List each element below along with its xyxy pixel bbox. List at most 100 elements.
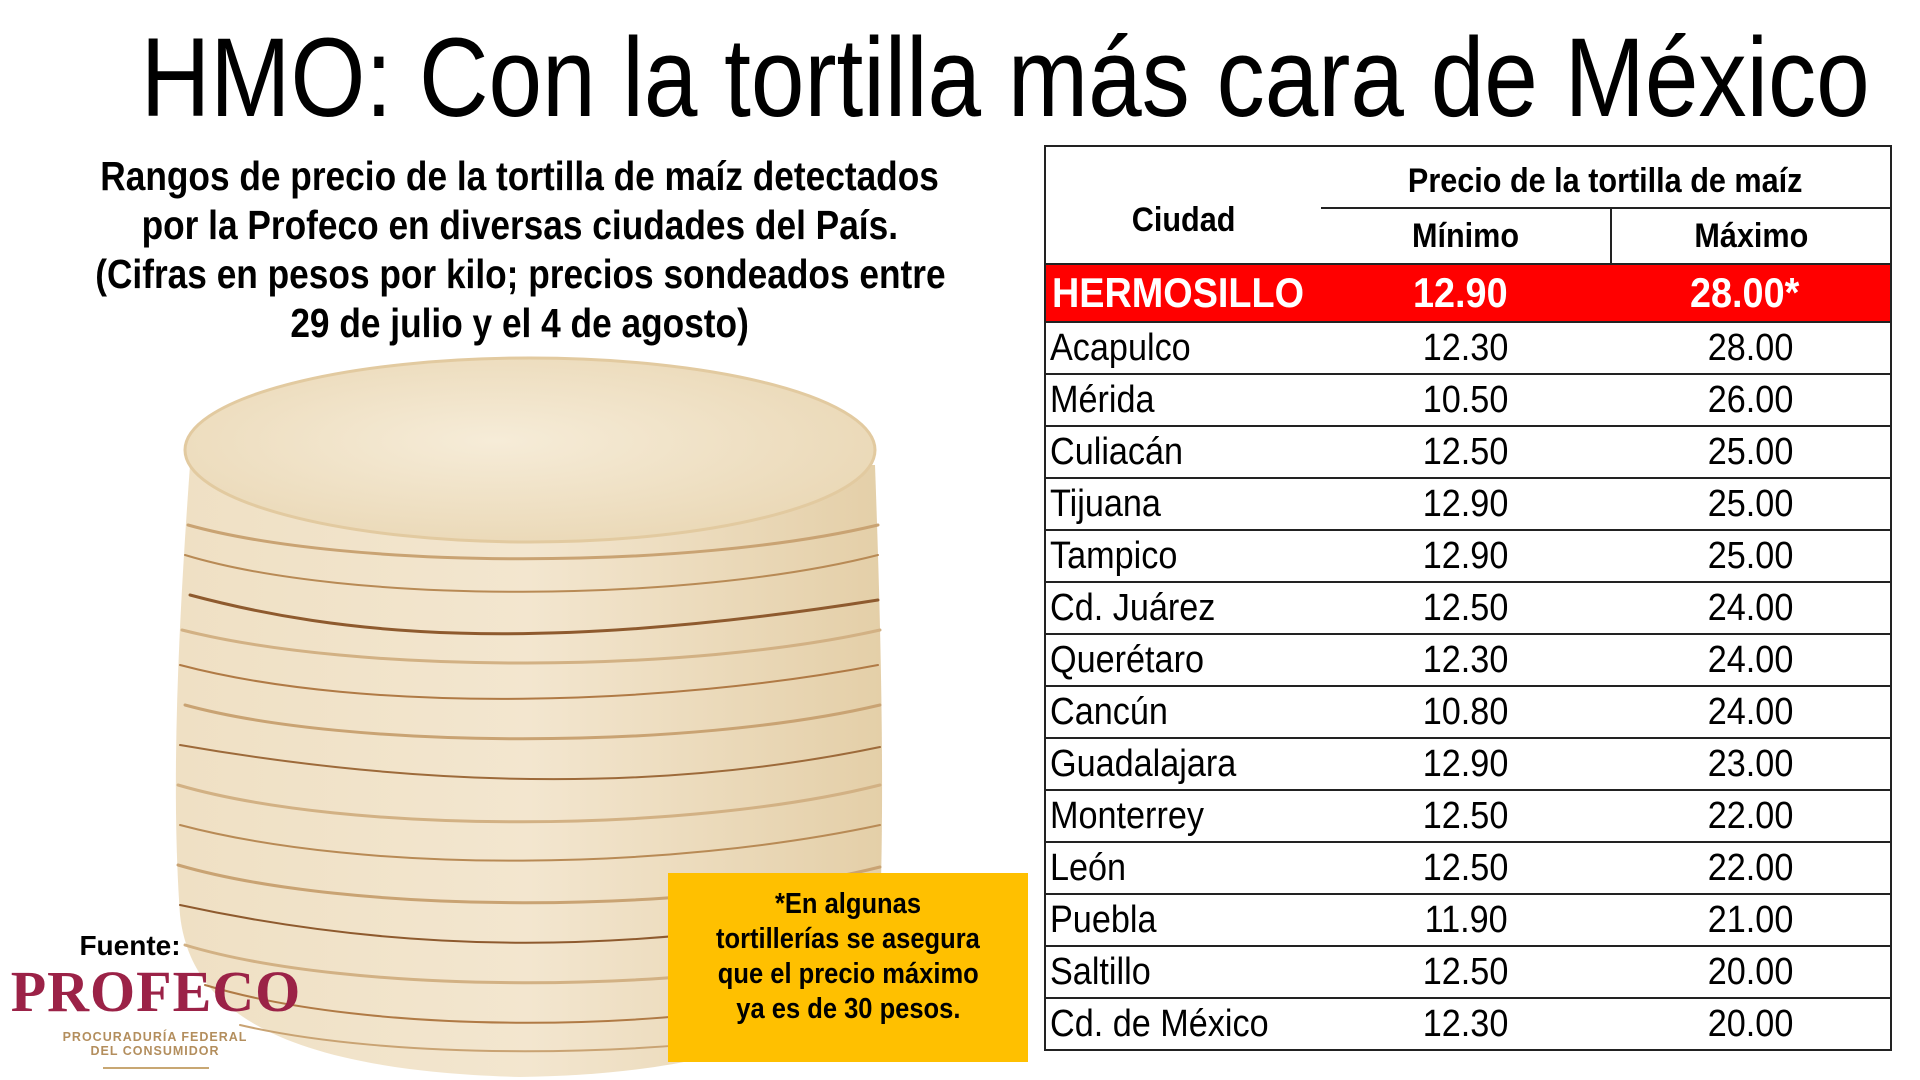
footnote-line: *En algunas [774,888,922,920]
cell-min: 12.90 [1321,477,1611,531]
header-text: Mínimo [1411,216,1520,255]
cell-min: 12.90 [1321,737,1611,791]
cell-city: Cd. de México [1044,997,1321,1051]
footnote-box: *En algunas tortillerías se asegura que … [668,873,1028,1062]
cell-min: 12.30 [1321,633,1611,687]
cell-text: 10.80 [1423,691,1509,733]
cell-text: Monterrey [1050,795,1204,837]
cell-text: 20.00 [1707,951,1794,993]
cell-max: 21.00 [1611,893,1892,947]
cell-city: Saltillo [1044,945,1321,999]
cell-city: León [1044,841,1321,895]
cell-max: 22.00 [1611,789,1892,843]
cell-text: Guadalajara [1050,743,1237,785]
subtitle-line: Rangos de precio de la tortilla de maíz … [100,153,940,199]
cell-max: 25.00 [1611,425,1892,479]
column-header-min: Mínimo [1321,208,1611,265]
table-row: Tijuana 12.90 25.00 [1044,477,1892,531]
cell-text: 20.00 [1707,1003,1794,1045]
subtitle-line: por la Profeco en diversas ciudades del … [141,202,899,248]
table-row: Saltillo 12.50 20.00 [1044,945,1892,999]
table-row: Cancún 10.80 24.00 [1044,685,1892,739]
cell-text: 12.50 [1423,951,1509,993]
logo-divider [103,1067,209,1069]
cell-max: 24.00 [1611,685,1892,739]
cell-city: Cd. Juárez [1044,581,1321,635]
table-row: Cd. Juárez 12.50 24.00 [1044,581,1892,635]
page-title-text: HMO: Con la tortilla más cara de México [140,15,1870,140]
cell-text: 24.00 [1707,691,1794,733]
cell-city: Acapulco [1044,321,1321,375]
cell-text: 12.90 [1413,269,1509,316]
logo-sub-line: DEL CONSUMIDOR [90,1044,220,1058]
subtitle-line: 29 de julio y el 4 de agosto) [290,300,750,346]
subtitle: Rangos de precio de la tortilla de maíz … [10,152,1030,348]
cell-text: Mérida [1050,379,1155,421]
table-row-highlight: HERMOSILLO 12.90 28.00* [1044,263,1892,323]
cell-text: 24.00 [1707,639,1794,681]
cell-text: 28.00 [1707,327,1794,369]
footnote-line: que el precio máximo [717,958,979,990]
table-row: León 12.50 22.00 [1044,841,1892,895]
cell-city: Tampico [1044,529,1321,583]
table-row: Puebla 11.90 21.00 [1044,893,1892,947]
cell-min: 12.90 [1321,529,1611,583]
cell-max: 22.00 [1611,841,1892,895]
table-row: Mérida 10.50 26.00 [1044,373,1892,427]
footnote-line: ya es de 30 pesos. [735,993,961,1025]
cell-text: 12.30 [1423,327,1509,369]
cell-min: 12.90 [1321,263,1611,323]
cell-city: Culiacán [1044,425,1321,479]
cell-text: 12.50 [1423,431,1509,473]
table-row: Culiacán 12.50 25.00 [1044,425,1892,479]
cell-min: 12.30 [1321,997,1611,1051]
cell-text: 25.00 [1707,483,1794,525]
cell-max: 28.00 [1611,321,1892,375]
cell-text: 12.30 [1423,639,1509,681]
cell-city: Tijuana [1044,477,1321,531]
cell-text: 10.50 [1423,379,1509,421]
cell-city: HERMOSILLO [1044,263,1321,323]
cell-text: 22.00 [1707,847,1794,889]
cell-city: Querétaro [1044,633,1321,687]
source-label: Fuente: [79,930,181,961]
profeco-logo-subtitle: PROCURADURÍA FEDERAL DEL CONSUMIDOR [40,1030,270,1058]
logo-sub-line: PROCURADURÍA FEDERAL [62,1030,248,1044]
cell-min: 10.80 [1321,685,1611,739]
subtitle-line: (Cifras en pesos por kilo; precios sonde… [94,251,946,297]
header-text: Máximo [1694,216,1808,255]
page-title: HMO: Con la tortilla más cara de México [0,18,1920,138]
cell-text: 12.50 [1423,587,1509,629]
cell-min: 12.50 [1321,425,1611,479]
cell-text: 12.30 [1423,1003,1509,1045]
cell-text: 11.90 [1424,899,1508,941]
table-row: Tampico 12.90 25.00 [1044,529,1892,583]
cell-text: 22.00 [1707,795,1794,837]
header-text: Precio de la tortilla de maíz [1408,162,1803,200]
cell-text: HERMOSILLO [1052,269,1304,316]
cell-min: 10.50 [1321,373,1611,427]
cell-text: León [1050,847,1127,889]
cell-text: 12.90 [1423,535,1509,577]
cell-text: 28.00* [1689,269,1800,316]
table-row: Monterrey 12.50 22.00 [1044,789,1892,843]
cell-city: Monterrey [1044,789,1321,843]
column-header-city: Ciudad [1044,145,1321,265]
cell-text: 21.00 [1707,899,1794,941]
cell-min: 12.50 [1321,945,1611,999]
cell-text: Acapulco [1050,327,1191,369]
cell-min: 12.50 [1321,841,1611,895]
profeco-logo: PROFECO [10,959,302,1024]
table-row: Acapulco 12.30 28.00 [1044,321,1892,375]
cell-max: 20.00 [1611,945,1892,999]
cell-text: Tampico [1050,535,1178,577]
cell-text: Puebla [1050,899,1157,941]
table-row: Querétaro 12.30 24.00 [1044,633,1892,687]
cell-max: 24.00 [1611,633,1892,687]
price-table: Ciudad Precio de la tortilla de maíz Mín… [1044,145,1892,1051]
cell-min: 11.90 [1321,893,1611,947]
cell-min: 12.50 [1321,789,1611,843]
cell-text: 12.90 [1423,483,1509,525]
cell-text: 25.00 [1707,535,1794,577]
cell-city: Cancún [1044,685,1321,739]
